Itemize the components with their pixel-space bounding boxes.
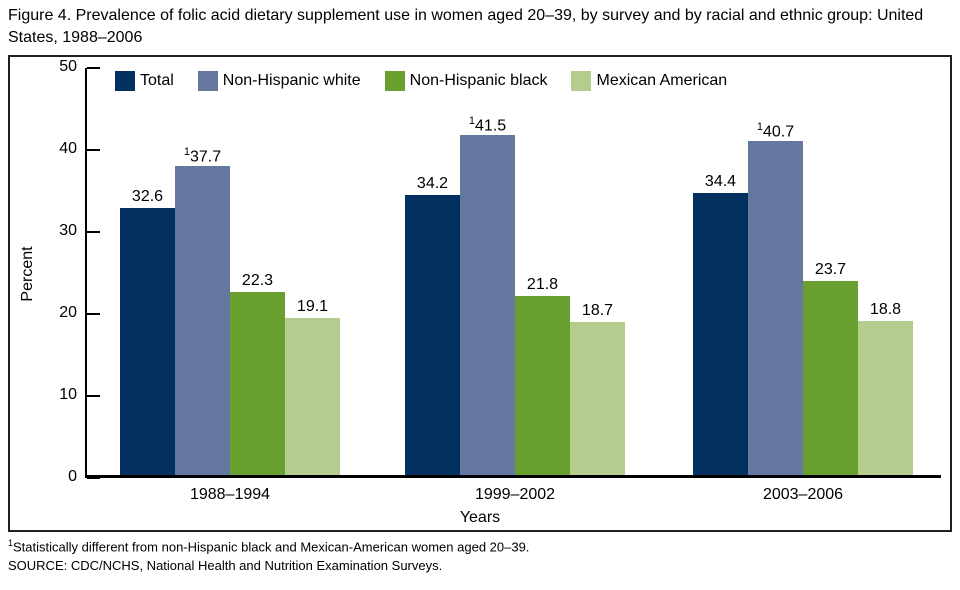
bar — [405, 194, 460, 475]
legend-item: Mexican American — [571, 71, 727, 91]
category-label: 1999–2002 — [474, 486, 556, 503]
legend-item: Non-Hispanic black — [384, 71, 548, 91]
legend-label: Total — [140, 72, 174, 89]
y-axis-label: Percent — [19, 246, 36, 302]
y-axis-tick — [87, 395, 100, 397]
y-tick-label: 10 — [59, 386, 77, 403]
bar — [515, 296, 570, 475]
footnote-line: SOURCE: CDC/NCHS, National Health and Nu… — [8, 558, 443, 574]
bar-value-label: 137.7 — [183, 145, 222, 166]
y-axis-tick — [87, 231, 100, 233]
bar — [858, 320, 913, 475]
y-tick-label: 0 — [68, 468, 77, 485]
bar — [230, 292, 285, 475]
bar-value-label: 22.3 — [241, 272, 274, 290]
y-tick-label: 30 — [59, 222, 77, 239]
bar — [803, 280, 858, 475]
legend-swatch — [115, 71, 135, 91]
bar-value-label: 141.5 — [468, 114, 507, 135]
footnote-line: 1Statistically different from non-Hispan… — [8, 538, 530, 555]
bar-value-label: 34.2 — [416, 174, 449, 192]
bar — [120, 207, 175, 475]
bar-value-label: 18.8 — [869, 300, 902, 318]
legend-label: Non-Hispanic black — [409, 72, 548, 89]
legend-item: Non-Hispanic white — [197, 71, 361, 91]
legend-swatch — [384, 71, 405, 91]
bar-value-label: 32.6 — [131, 187, 164, 205]
y-axis-tick — [87, 477, 100, 479]
plot-area: 0 10 20 30 40 50 32.6 137.7 22.3 19.1 1988–1994 34.… — [59, 58, 941, 503]
y-tick-label: 50 — [59, 58, 77, 75]
x-axis-label: Years — [459, 509, 501, 526]
bar — [460, 134, 515, 475]
bar — [748, 141, 803, 475]
legend-item: Total — [115, 71, 174, 91]
bar — [693, 192, 748, 475]
legend: Total Non-Hispanic white Non-Hispanic blac… — [115, 71, 727, 91]
bar-value-label: 23.7 — [814, 260, 847, 278]
figure-title: Figure 4. Prevalence of folic acid dieta… — [8, 7, 924, 46]
legend-label: Mexican American — [596, 72, 728, 89]
y-axis-tick — [87, 67, 100, 70]
bar — [285, 318, 340, 475]
y-tick-label: 20 — [59, 304, 77, 321]
bar-value-label: 19.1 — [296, 298, 329, 316]
legend-swatch — [197, 71, 218, 91]
bar-value-label: 18.7 — [581, 301, 614, 319]
bar-value-label: 140.7 — [756, 121, 795, 141]
category-label: 2003–2006 — [762, 486, 844, 503]
category-label: 1988–1994 — [189, 486, 271, 503]
bar-value-label: 21.8 — [526, 276, 559, 294]
chart-frame: Total Non-Hispanic white Non-Hispanic blac… — [8, 55, 952, 532]
y-tick-label: 40 — [59, 140, 77, 157]
footnotes: 1Statistically different from non-Hispan… — [8, 537, 948, 576]
y-axis-tick — [87, 313, 100, 315]
y-axis-tick — [87, 149, 100, 151]
bar — [570, 321, 625, 475]
bar — [175, 165, 230, 475]
bar-value-label: 34.4 — [704, 172, 737, 190]
legend-swatch — [571, 71, 592, 91]
legend-label: Non-Hispanic white — [222, 72, 361, 89]
